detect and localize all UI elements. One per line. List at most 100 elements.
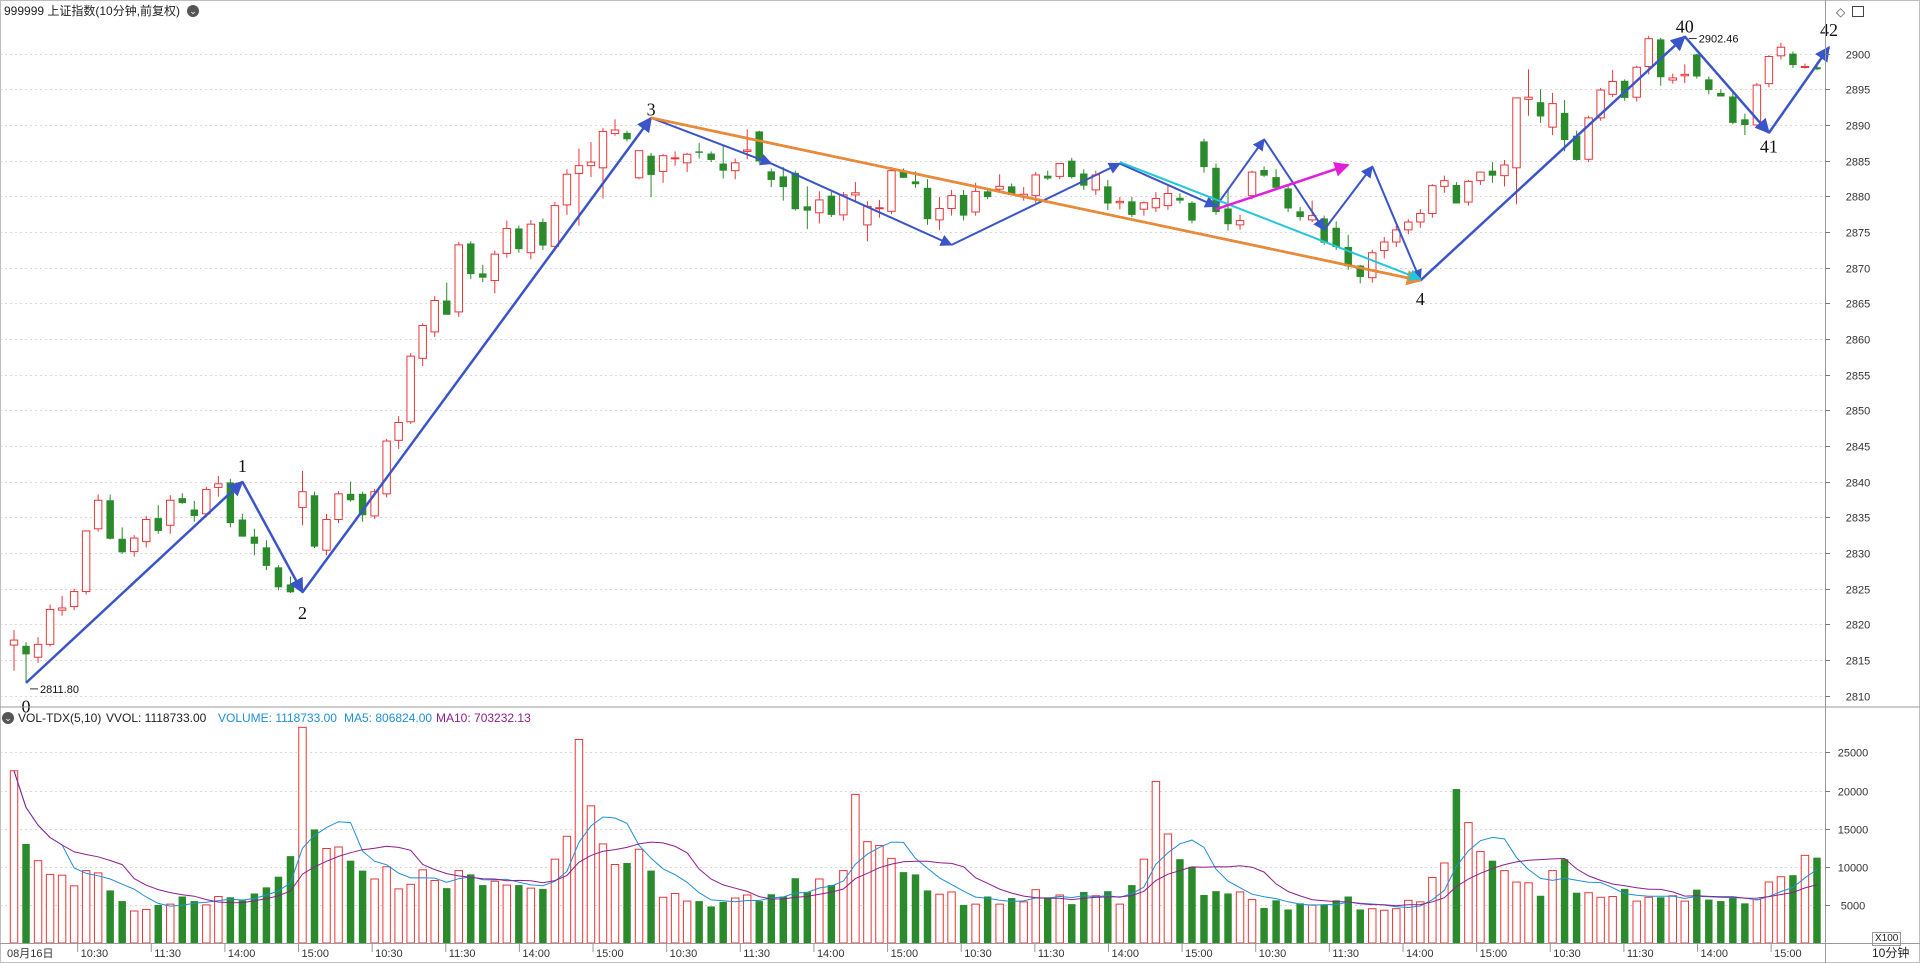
- candle-body-up[interactable]: [598, 130, 608, 169]
- volume-bar-down[interactable]: [647, 870, 655, 943]
- candle-body-down[interactable]: [647, 155, 655, 175]
- chevron-down-icon[interactable]: ⌄: [2, 712, 14, 724]
- volume-bar-up[interactable]: [1440, 862, 1449, 944]
- volume-bar-down[interactable]: [442, 888, 451, 943]
- volume-bar-up[interactable]: [502, 884, 512, 944]
- candle-body-up[interactable]: [742, 149, 752, 152]
- candle-body-down[interactable]: [178, 498, 187, 504]
- volume-bar-up[interactable]: [1091, 895, 1101, 944]
- volume-bar-up[interactable]: [526, 887, 536, 944]
- volume-bar-down[interactable]: [1284, 909, 1292, 943]
- candle-body-down[interactable]: [1224, 208, 1232, 225]
- volume-bar-down[interactable]: [250, 893, 259, 943]
- candle-body-down[interactable]: [190, 509, 199, 516]
- candle-body-down[interactable]: [791, 172, 800, 210]
- volume-bar-down[interactable]: [791, 878, 800, 943]
- volume-bar-up[interactable]: [1644, 896, 1653, 944]
- volume-bar-up[interactable]: [33, 860, 43, 944]
- volume-bar-down[interactable]: [1080, 891, 1088, 943]
- candle-body-down[interactable]: [1080, 173, 1088, 186]
- candle-body-up[interactable]: [1584, 117, 1593, 160]
- candle-body-up[interactable]: [851, 192, 860, 196]
- candle-body-down[interactable]: [286, 584, 295, 593]
- candle-body-up[interactable]: [682, 153, 692, 164]
- candle-body-up[interactable]: [9, 639, 19, 646]
- volume-bar-up[interactable]: [298, 726, 307, 944]
- volume-bar-up[interactable]: [1608, 896, 1617, 944]
- volume-bar-up[interactable]: [370, 878, 379, 944]
- volume-bar-down[interactable]: [262, 887, 271, 943]
- volume-bar-up[interactable]: [1115, 903, 1125, 944]
- candle-body-up[interactable]: [1548, 103, 1557, 128]
- candle-body-down[interactable]: [1212, 167, 1220, 213]
- candle-body-down[interactable]: [1128, 201, 1136, 215]
- volume-bar-down[interactable]: [1693, 889, 1701, 943]
- volume-bar-down[interactable]: [1128, 885, 1136, 943]
- candle-body-down[interactable]: [539, 222, 547, 246]
- candle-body-up[interactable]: [214, 483, 223, 488]
- volume-bar-up[interactable]: [875, 844, 884, 944]
- volume-bar-up[interactable]: [574, 739, 584, 944]
- candle-body-up[interactable]: [298, 491, 307, 508]
- candle-body-up[interactable]: [93, 499, 103, 530]
- volume-bar-up[interactable]: [1392, 908, 1401, 944]
- volume-bar-down[interactable]: [983, 896, 992, 943]
- volume-bar-up[interactable]: [682, 900, 692, 944]
- candle-body-up[interactable]: [406, 355, 415, 423]
- candle-body-down[interactable]: [707, 153, 715, 160]
- volume-bar-up[interactable]: [142, 908, 151, 944]
- volume-bar-down[interactable]: [286, 856, 295, 943]
- volume-bar-down[interactable]: [178, 896, 187, 943]
- volume-bar-up[interactable]: [1235, 891, 1245, 944]
- chevron-down-icon[interactable]: ⌄: [187, 5, 199, 17]
- candle-body-down[interactable]: [923, 187, 932, 220]
- candle-body-down[interactable]: [767, 171, 775, 180]
- volume-bar-up[interactable]: [1764, 881, 1774, 944]
- candle-body-down[interactable]: [779, 176, 788, 188]
- volume-bar-up[interactable]: [394, 888, 403, 944]
- candle-body-up[interactable]: [45, 608, 55, 645]
- volume-bar-down[interactable]: [1488, 860, 1497, 943]
- volume-bar-down[interactable]: [1344, 896, 1352, 943]
- volume-bar-up[interactable]: [1500, 870, 1509, 944]
- candle-body-up[interactable]: [670, 157, 680, 160]
- candle-body-down[interactable]: [479, 273, 487, 278]
- candle-body-down[interactable]: [358, 493, 367, 516]
- volume-bar-down[interactable]: [959, 904, 968, 943]
- volume-bar-up[interactable]: [1668, 895, 1677, 944]
- candle-body-up[interactable]: [1392, 229, 1401, 243]
- volume-bar-down[interactable]: [1224, 893, 1232, 943]
- candle-body-up[interactable]: [1800, 66, 1810, 69]
- volume-bar-down[interactable]: [1320, 904, 1328, 943]
- volume-bar-up[interactable]: [598, 843, 608, 944]
- volume-bar-up[interactable]: [1139, 858, 1149, 944]
- candle-body-up[interactable]: [33, 643, 43, 658]
- volume-bar-up[interactable]: [93, 872, 103, 944]
- candle-body-down[interactable]: [1741, 119, 1749, 126]
- candle-body-up[interactable]: [658, 155, 668, 172]
- candle-body-down[interactable]: [623, 132, 631, 140]
- candle-body-down[interactable]: [1452, 184, 1461, 204]
- volume-bar-down[interactable]: [1332, 900, 1340, 943]
- volume-bar-down[interactable]: [118, 901, 126, 943]
- volume-bar-down[interactable]: [695, 901, 703, 943]
- candle-body-down[interactable]: [1043, 175, 1052, 179]
- candle-body-down[interactable]: [1332, 227, 1340, 248]
- candlestick-series[interactable]: [9, 35, 1821, 683]
- candle-body-down[interactable]: [262, 547, 271, 566]
- candle-body-up[interactable]: [586, 161, 596, 167]
- candle-body-down[interactable]: [1705, 79, 1713, 91]
- volume-bar-down[interactable]: [1657, 897, 1665, 943]
- candle-body-down[interactable]: [755, 131, 763, 162]
- candle-body-down[interactable]: [1572, 135, 1581, 160]
- candle-body-down[interactable]: [22, 645, 30, 655]
- candle-body-down[interactable]: [1560, 112, 1569, 140]
- candle-body-up[interactable]: [382, 440, 391, 495]
- candle-body-up[interactable]: [562, 173, 572, 206]
- candle-body-up[interactable]: [1151, 197, 1161, 209]
- candle-body-down[interactable]: [1536, 102, 1545, 117]
- volume-bar-down[interactable]: [827, 885, 836, 943]
- volume-bar-up[interactable]: [947, 891, 956, 944]
- candle-body-down[interactable]: [1693, 54, 1701, 77]
- volume-bar-down[interactable]: [719, 901, 727, 943]
